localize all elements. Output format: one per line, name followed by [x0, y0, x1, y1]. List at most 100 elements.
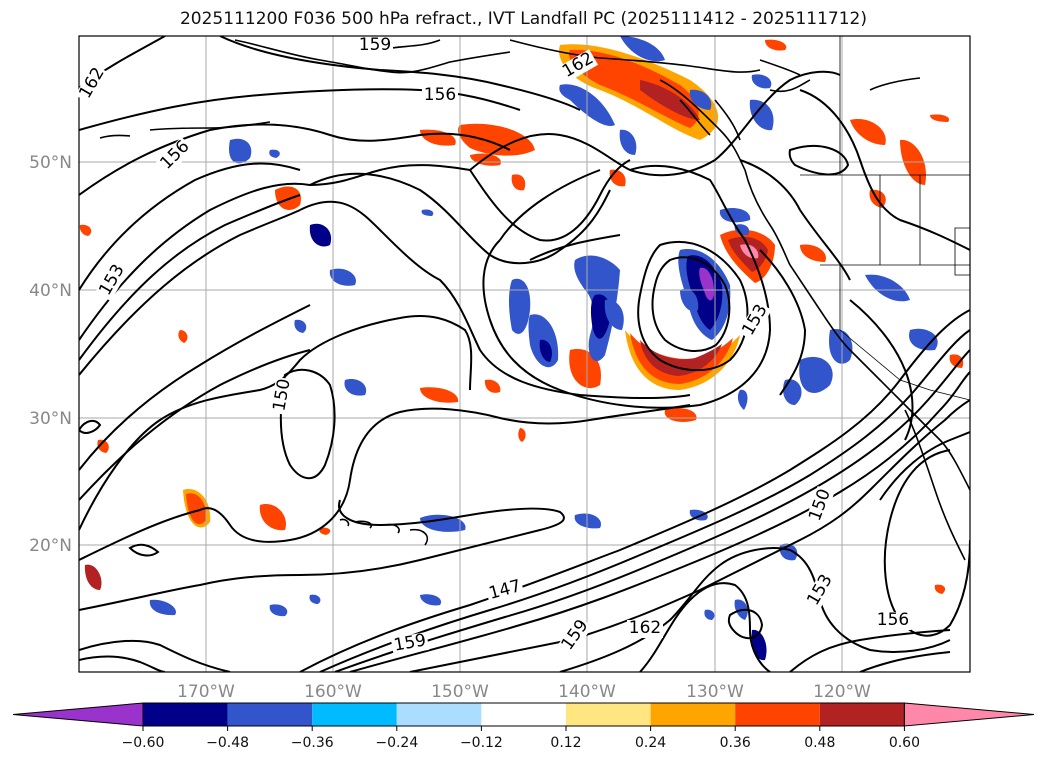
coastline	[409, 528, 429, 546]
contour-line	[79, 499, 565, 611]
positive-anomaly-patch	[765, 39, 787, 51]
coastline	[869, 77, 921, 91]
negative-anomaly-patch	[420, 514, 466, 532]
longitude-label: 140°W	[558, 682, 616, 702]
colorbar-tick-label: −0.60	[122, 735, 165, 751]
contour-line	[859, 651, 951, 672]
negative-anomaly-patch	[509, 278, 531, 334]
latitude-label: 40°N	[29, 281, 72, 301]
contour-line	[651, 256, 731, 352]
contour-line	[409, 399, 970, 672]
coastline	[234, 39, 511, 74]
contour-line	[639, 582, 771, 672]
negative-anomaly-patch	[574, 513, 601, 529]
contour-label-background	[75, 63, 109, 105]
contour-label-background	[390, 632, 430, 656]
negative-anomaly-patch	[539, 339, 552, 362]
coastline	[99, 134, 131, 139]
colorbar-tick-label: −0.48	[206, 735, 249, 751]
negative-anomaly-patch	[149, 599, 176, 616]
contour-label-background	[485, 577, 525, 605]
colorbar-segment	[819, 703, 905, 726]
positive-anomaly-patch	[800, 244, 826, 262]
contour-line	[79, 639, 231, 672]
negative-anomaly-patch	[269, 149, 280, 158]
colorbar-tick-label: 0.12	[550, 735, 581, 751]
negative-anomaly-patch	[689, 89, 712, 110]
contour-line	[299, 200, 691, 400]
negative-anomaly-patch	[783, 379, 802, 405]
negative-anomaly-patch	[699, 267, 715, 301]
contour-label-background	[95, 260, 129, 302]
negative-anomaly-patch	[619, 129, 637, 155]
positive-anomaly-patch	[420, 387, 459, 403]
coastline	[769, 79, 811, 93]
contour-label-background	[557, 616, 593, 656]
positive-anomaly-patch	[511, 174, 526, 191]
contour-line	[309, 172, 611, 265]
coastline	[509, 39, 761, 73]
negative-anomaly-patch	[329, 268, 356, 286]
coastline	[384, 523, 400, 534]
negative-anomaly-patch	[749, 99, 774, 131]
contour-line	[879, 431, 970, 501]
positive-anomaly-patch	[518, 428, 526, 442]
contour-line	[79, 209, 301, 376]
longitude-label: 150°W	[431, 682, 489, 702]
longitude-label: 130°W	[686, 682, 744, 702]
coastline	[354, 520, 373, 529]
contour-line	[482, 164, 772, 409]
positive-anomaly-patch	[640, 340, 722, 376]
contour-line	[499, 169, 601, 241]
colorbar-tick-label: 0.36	[720, 735, 751, 751]
refractivity-fill-layer	[79, 36, 964, 661]
coastline	[149, 121, 271, 131]
negative-anomaly-patch	[421, 209, 434, 216]
coastline	[759, 59, 801, 76]
negative-anomaly-patch	[620, 36, 665, 62]
contour-line	[799, 89, 970, 251]
negative-anomaly-patch	[734, 224, 750, 236]
contour-line	[469, 159, 631, 242]
contour-line	[79, 304, 311, 471]
positive-anomaly-patch	[934, 584, 946, 594]
contour-line	[79, 419, 102, 434]
negative-anomaly-patch	[344, 379, 367, 396]
colorbar-segment	[481, 703, 566, 726]
height-contours	[79, 36, 970, 672]
colorbar-segment	[143, 703, 228, 726]
contour-line	[79, 88, 521, 131]
negative-anomaly-patch	[420, 594, 442, 606]
positive-anomaly-patch	[186, 493, 207, 525]
negative-anomaly-patch	[309, 594, 321, 604]
negative-anomaly-patch	[309, 223, 332, 247]
colorbar-tick-label: −0.12	[460, 735, 503, 751]
latitude-label: 30°N	[29, 409, 72, 429]
contour-line	[739, 159, 851, 281]
map-title: 2025111200 F036 500 hPa refract., IVT La…	[179, 9, 867, 29]
colorbar-segment	[566, 703, 651, 726]
negative-anomaly-patch	[294, 319, 307, 333]
contour-line	[79, 349, 311, 501]
positive-anomaly-patch	[850, 119, 886, 145]
positive-anomaly-patch	[97, 439, 109, 453]
contour-label: 156	[424, 85, 456, 105]
contour-line	[79, 123, 511, 196]
negative-anomaly-patch	[799, 356, 833, 393]
contour-label: 159	[359, 35, 391, 55]
colorbar-outline	[142, 702, 905, 727]
positive-anomaly-patch	[740, 244, 759, 259]
negative-anomaly-patch	[269, 604, 288, 617]
positive-anomaly-patch	[484, 379, 501, 393]
longitude-labels: 170°W 160°W 150°W 140°W 130°W 120°W	[177, 682, 871, 702]
contour-line	[279, 368, 336, 480]
latitude-labels: 50°N 40°N 30°N 20°N	[29, 153, 72, 556]
contour-line	[759, 249, 807, 396]
contour-line	[529, 234, 621, 261]
negative-anomaly-patch	[865, 274, 910, 302]
negative-anomaly-patch	[680, 288, 699, 312]
positive-anomaly-patch	[79, 224, 92, 236]
positive-anomaly-patch	[949, 354, 964, 368]
border-line	[899, 379, 970, 401]
colorbar: −0.60 −0.48 −0.36 −0.24 −0.12 0.12 0.24 0.36 0.4…	[12, 702, 1035, 751]
